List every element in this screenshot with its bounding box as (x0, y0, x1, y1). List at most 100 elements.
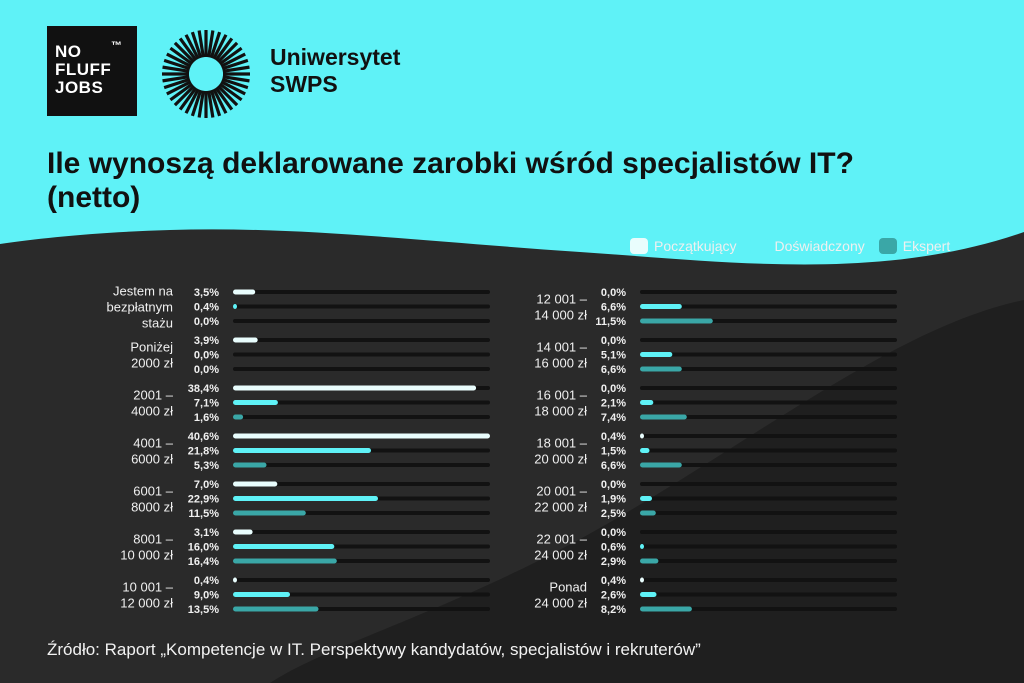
sunburst-ray (207, 30, 215, 58)
sunburst-ray (209, 31, 222, 59)
page-title: Ile wynoszą deklarowane zarobki wśród sp… (47, 147, 987, 215)
data-label: 0,4% (194, 302, 219, 314)
legend-swatch (878, 238, 897, 254)
category-label: 20 000 zł (534, 452, 587, 467)
data-label: 0,0% (601, 287, 626, 299)
bar (233, 337, 258, 343)
bar-track (640, 338, 897, 342)
legend-label: Doświadczony (774, 238, 865, 254)
data-label: 5,1% (601, 350, 626, 362)
bar (640, 462, 682, 468)
bar (233, 606, 319, 612)
bar-track (233, 578, 490, 582)
bar-track (233, 367, 490, 371)
sunburst-ray (220, 52, 246, 68)
bar (640, 414, 687, 420)
data-label: 40,6% (188, 431, 219, 443)
legend-swatch (750, 238, 769, 254)
legend-item-ekspert: Ekspert (878, 238, 950, 254)
bar (640, 558, 659, 564)
bar-track (640, 434, 897, 438)
category-label: 8000 zł (131, 500, 173, 515)
sunburst-ray (169, 46, 194, 66)
sunburst-ray (166, 80, 192, 96)
bar (640, 544, 644, 549)
bar (640, 352, 673, 357)
data-label: 7,1% (194, 398, 219, 410)
category-label: 4001 – (133, 436, 174, 451)
category-label: 2000 zł (131, 356, 173, 371)
bar-track (640, 415, 897, 419)
bar-track (640, 290, 897, 294)
bar (640, 366, 682, 372)
bar (233, 462, 267, 468)
no-fluff-jobs-logo: NO FLUFF JOBS ™ (47, 26, 137, 116)
category-label: 4000 zł (131, 404, 173, 419)
data-label: 0,4% (601, 575, 626, 587)
data-label: 0,0% (601, 335, 626, 347)
category-label: 14 000 zł (534, 308, 587, 323)
bar-track (233, 352, 490, 357)
bar-track (640, 496, 897, 501)
bar-track (233, 290, 490, 294)
data-label: 1,6% (194, 412, 219, 424)
bar-track (233, 415, 490, 419)
data-label: 22,9% (188, 494, 219, 506)
category-label: 8001 – (133, 532, 174, 547)
sunburst-ray (173, 41, 196, 64)
sunburst-ray (190, 89, 203, 117)
sunburst-ray (162, 75, 190, 83)
category-label: Ponad (549, 580, 587, 595)
sunburst-ray (178, 37, 198, 62)
logo-line: FLUFF (55, 60, 112, 79)
data-label: 1,5% (601, 446, 626, 458)
sunburst-ray (212, 34, 228, 60)
data-label: 21,8% (188, 446, 219, 458)
sunburst-ray (212, 88, 228, 114)
legend-label: Początkujący (654, 238, 737, 254)
category-label: bezpłatnym (107, 300, 173, 315)
sunburst-ray (209, 89, 222, 117)
category-label: 22 001 – (536, 532, 587, 547)
category-label: 12 000 zł (120, 596, 173, 611)
bar-track (233, 592, 490, 597)
bar (233, 289, 256, 295)
bar (233, 414, 244, 420)
bar (233, 304, 237, 309)
bar (233, 577, 237, 583)
sunburst-ray (163, 58, 191, 71)
category-label: 16 000 zł (534, 356, 587, 371)
sunburst-ray (220, 80, 246, 96)
bar-track (233, 530, 490, 534)
sunburst-ray (216, 41, 239, 64)
bar (640, 448, 650, 453)
sunburst-ray (184, 34, 200, 60)
bar-track (233, 338, 490, 342)
sunburst-ray (216, 84, 239, 107)
category-label: Jestem na (113, 284, 174, 299)
data-label: 2,6% (601, 590, 626, 602)
bar (233, 544, 335, 549)
data-label: 16,0% (188, 542, 219, 554)
bar-track (640, 578, 897, 582)
data-label: 0,0% (601, 527, 626, 539)
logo-line: JOBS (55, 78, 104, 97)
bar (233, 400, 278, 405)
sunburst-ray (197, 30, 205, 58)
category-label: stażu (142, 316, 173, 331)
bar-track (640, 448, 897, 453)
bar-track (233, 304, 490, 309)
category-label: 20 001 – (536, 484, 587, 499)
bar (233, 496, 378, 501)
category-label: 18 001 – (536, 436, 587, 451)
bar-track (640, 386, 897, 390)
category-label: 16 001 – (536, 388, 587, 403)
sunburst-ray (197, 90, 205, 118)
category-label: 24 000 zł (534, 596, 587, 611)
background-dark-wave (270, 300, 1024, 683)
sunburst-ray (166, 52, 192, 68)
bar-track (640, 544, 897, 549)
data-label: 0,0% (194, 364, 219, 376)
